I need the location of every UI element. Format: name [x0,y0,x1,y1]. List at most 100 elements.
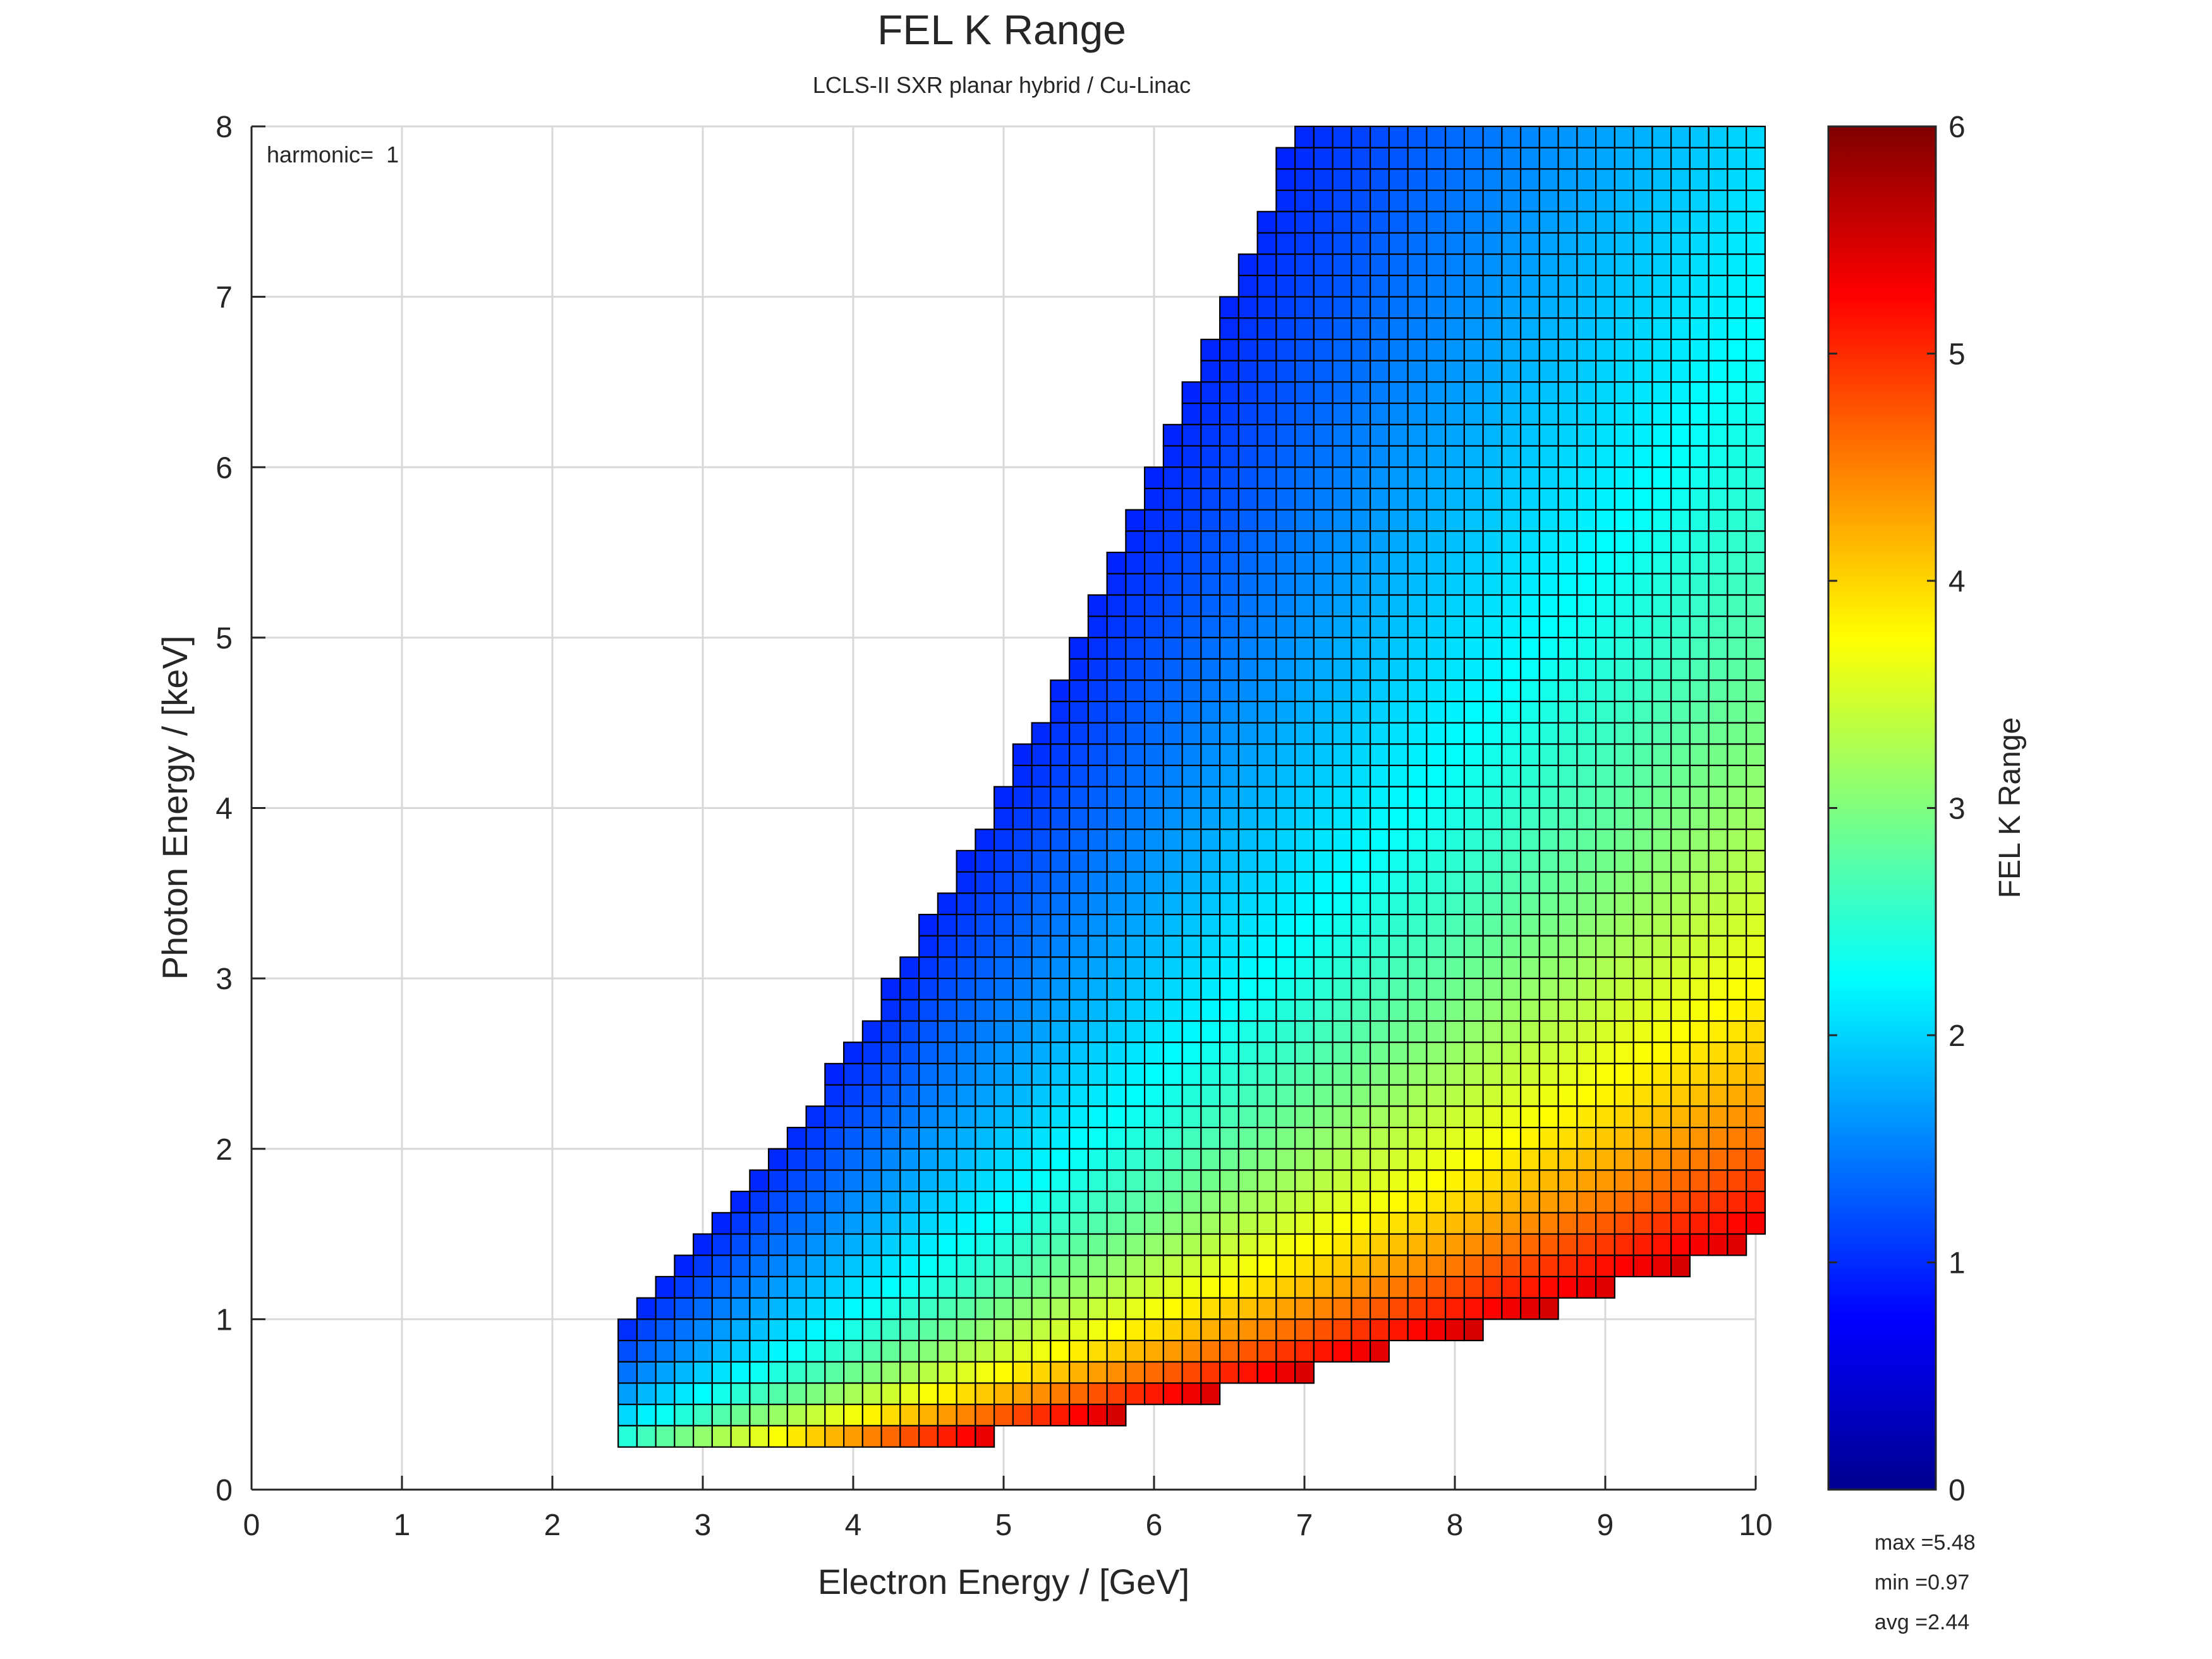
heatmap-cell [1613,573,1634,596]
heatmap-cell [1219,338,1239,362]
heatmap-cell [994,1191,1014,1213]
heatmap-cell [1727,743,1747,767]
heatmap-cell [1237,274,1258,298]
heatmap-cell [693,1361,713,1384]
heatmap-cell [1746,360,1766,383]
heatmap-cell [1144,1212,1164,1235]
heatmap-cell [975,1404,995,1426]
heatmap-cell [1294,658,1315,681]
heatmap-cell [1351,296,1371,319]
heatmap-cell [1708,1126,1729,1150]
heatmap-cell [1670,722,1691,745]
heatmap-cell [1689,722,1710,745]
heatmap-cell [1708,594,1729,617]
heatmap-cell [899,1126,920,1150]
heatmap-cell [1200,1255,1221,1278]
heatmap-cell [1407,1212,1428,1235]
heatmap-cell [1219,807,1239,830]
heatmap-cell [1463,1233,1484,1256]
heatmap-cell [1031,1255,1052,1278]
heatmap-cell [1237,381,1258,404]
heatmap-cell [918,1148,939,1171]
heatmap-cell [1426,1297,1447,1320]
heatmap-cell [636,1404,657,1426]
heatmap-cell [1501,466,1522,490]
heatmap-cell [1370,1126,1390,1150]
heatmap-cell [1426,466,1447,490]
heatmap-cell [1144,743,1164,767]
heatmap-cell [1746,658,1766,681]
heatmap-cell [1708,1233,1729,1256]
heatmap-cell [1407,658,1428,681]
heatmap-cell [1426,147,1447,170]
heatmap-cell [1445,190,1465,212]
heatmap-cell [1520,487,1540,511]
heatmap-cell [1256,829,1277,851]
heatmap-cell [749,1212,770,1235]
heatmap-cell [1576,296,1597,319]
heatmap-cell [880,1233,901,1256]
heatmap-cell [1388,892,1409,916]
heatmap-cell [899,1020,920,1043]
heatmap-cell [880,1169,901,1193]
heatmap-cell [1746,253,1766,277]
heatmap-cell [1313,1191,1334,1213]
heatmap-cell [918,978,939,1000]
heatmap-cell [1351,999,1371,1022]
heatmap-cell [1294,679,1315,703]
heatmap-cell [1632,1042,1653,1065]
heatmap-cell [1181,1297,1202,1320]
heatmap-cell [1256,913,1277,937]
heatmap-cell [1407,530,1428,554]
heatmap-cell [1445,913,1465,937]
heatmap-cell [1162,1126,1183,1150]
heatmap-cell [1651,1042,1672,1065]
heatmap-cell [1313,210,1334,234]
heatmap-cell [730,1361,751,1384]
heatmap-cell [1144,658,1164,681]
heatmap-cell [1275,849,1296,873]
heatmap-cell [1256,530,1277,554]
heatmap-cell [1219,1318,1239,1342]
heatmap-cell [1313,1084,1334,1107]
heatmap-cell [1746,573,1766,596]
heatmap-cell [1557,1255,1578,1278]
heatmap-cell [1708,849,1729,873]
heatmap-cell [1256,445,1277,468]
heatmap-cell [1351,1339,1371,1363]
heatmap-cell [1538,871,1559,894]
heatmap-cell [1162,1212,1183,1235]
heatmap-cell [1426,253,1447,277]
heatmap-cell [1670,892,1691,916]
heatmap-cell [1200,1105,1221,1129]
heatmap-cell [843,1148,863,1171]
heatmap-cell [1256,1126,1277,1150]
heatmap-cell [1144,466,1164,490]
heatmap-cell [1746,722,1766,745]
heatmap-cell [1463,1042,1484,1065]
heatmap-cell [1050,1148,1071,1171]
heatmap-cell [1708,466,1729,490]
heatmap-cell [1632,594,1653,617]
heatmap-cell [1125,849,1146,873]
heatmap-cell [1426,445,1447,468]
heatmap-cell [1388,829,1409,851]
heatmap-cell [1576,338,1597,362]
heatmap-cell [1708,168,1729,191]
heatmap-cell [1520,999,1540,1022]
heatmap-cell [1708,636,1729,660]
heatmap-cell [1463,743,1484,767]
heatmap-cell [1501,573,1522,596]
heatmap-cell [1727,913,1747,937]
heatmap-cell [1181,743,1202,767]
heatmap-cell [1219,1062,1239,1086]
heatmap-cell [1501,530,1522,554]
heatmap-cell [975,1169,995,1193]
heatmap-cell [1727,573,1747,596]
heatmap-cell [1200,466,1221,490]
heatmap-cell [1087,1191,1108,1213]
heatmap-cell [1746,1062,1766,1086]
heatmap-cell [1370,551,1390,574]
heatmap-cell [1237,1042,1258,1065]
heatmap-cell [1087,658,1108,681]
